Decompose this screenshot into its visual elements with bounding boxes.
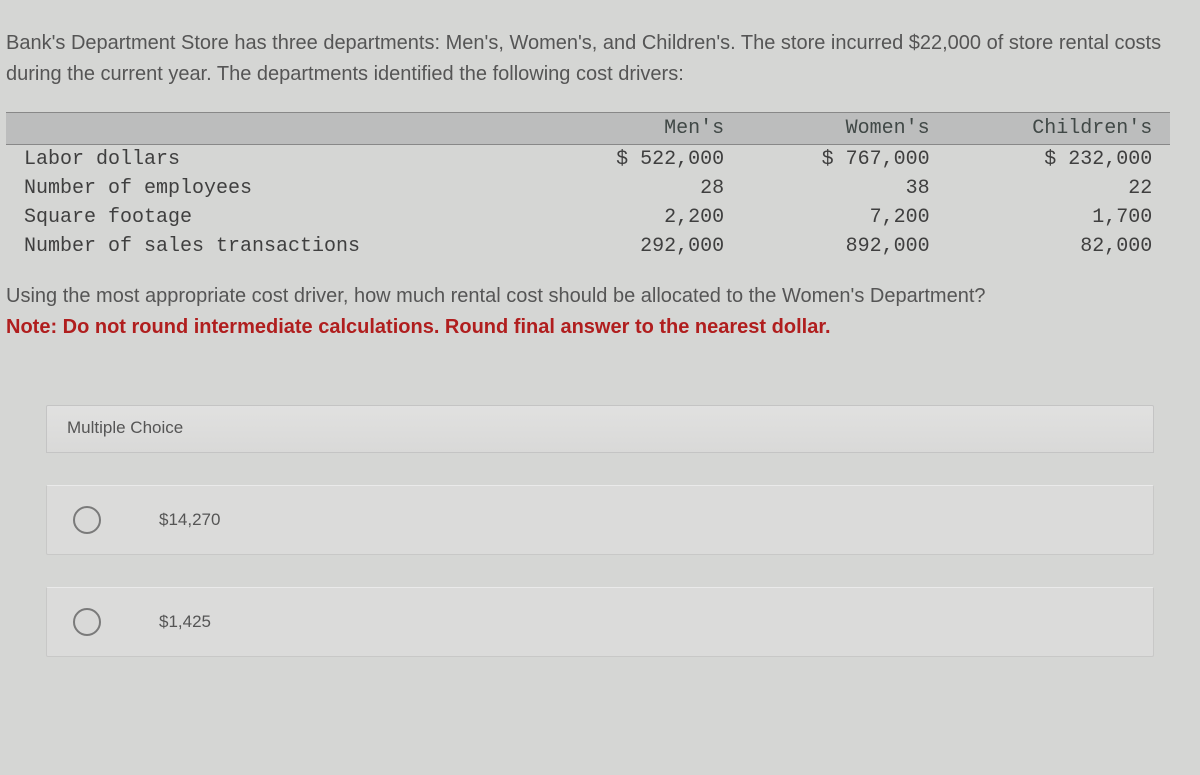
radio-icon[interactable]	[73, 608, 101, 636]
table-row: Square footage 2,200 7,200 1,700	[6, 203, 1170, 232]
row-label: Number of sales transactions	[6, 232, 537, 261]
row-label: Number of employees	[6, 174, 537, 203]
radio-icon[interactable]	[73, 506, 101, 534]
cell-value: $ 232,000	[948, 145, 1171, 175]
table-row: Labor dollars $ 522,000 $ 767,000 $ 232,…	[6, 145, 1170, 175]
col-header-childrens: Children's	[948, 113, 1171, 145]
question-note-text: Note: Do not round intermediate calculat…	[6, 316, 831, 338]
cost-drivers-table: Men's Women's Children's Labor dollars $…	[6, 112, 1170, 261]
choice-option[interactable]: $14,270	[46, 485, 1154, 555]
question-followup-text: Using the most appropriate cost driver, …	[6, 285, 986, 307]
cell-value: 28	[537, 174, 742, 203]
table-header-row: Men's Women's Children's	[6, 113, 1170, 145]
cell-value: 1,700	[948, 203, 1171, 232]
choice-label: $1,425	[131, 612, 211, 632]
cell-value: 38	[742, 174, 947, 203]
multiple-choice-section: Multiple Choice $14,270 $1,425	[6, 405, 1194, 657]
cell-value: 22	[948, 174, 1171, 203]
col-header-mens: Men's	[537, 113, 742, 145]
cell-value: 7,200	[742, 203, 947, 232]
cell-value: $ 522,000	[537, 145, 742, 175]
cell-value: 82,000	[948, 232, 1171, 261]
row-label: Square footage	[6, 203, 537, 232]
choice-option[interactable]: $1,425	[46, 587, 1154, 657]
col-header-womens: Women's	[742, 113, 947, 145]
col-header-blank	[6, 113, 537, 145]
table-row: Number of employees 28 38 22	[6, 174, 1170, 203]
table-row: Number of sales transactions 292,000 892…	[6, 232, 1170, 261]
question-intro-text: Bank's Department Store has three depart…	[6, 28, 1194, 90]
cell-value: $ 767,000	[742, 145, 947, 175]
row-label: Labor dollars	[6, 145, 537, 175]
cell-value: 2,200	[537, 203, 742, 232]
choice-label: $14,270	[131, 510, 220, 530]
cell-value: 892,000	[742, 232, 947, 261]
cell-value: 292,000	[537, 232, 742, 261]
multiple-choice-title: Multiple Choice	[46, 405, 1154, 453]
